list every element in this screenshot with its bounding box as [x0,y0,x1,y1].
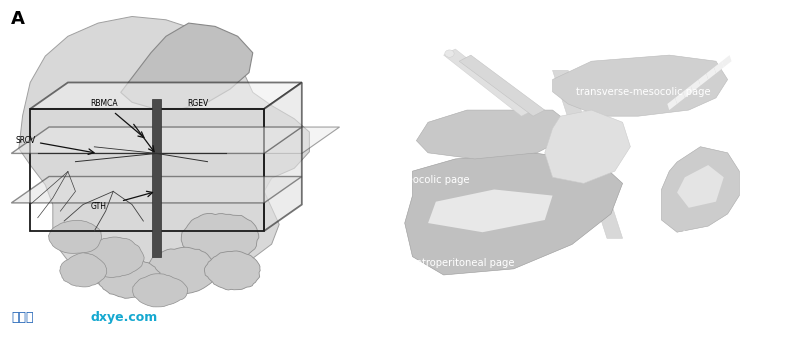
Polygon shape [691,80,700,92]
Polygon shape [11,177,302,203]
Text: B: B [409,34,422,52]
Polygon shape [417,110,568,159]
Polygon shape [60,253,107,287]
Polygon shape [428,190,553,232]
Polygon shape [133,274,188,307]
Polygon shape [405,153,623,275]
Polygon shape [667,98,677,110]
Text: retroperitoneal page: retroperitoneal page [413,258,515,268]
Text: ileocolic page: ileocolic page [401,175,469,185]
Text: RBMCA: RBMCA [90,99,118,108]
Polygon shape [675,92,685,104]
Text: GTH: GTH [90,202,107,211]
Polygon shape [677,165,724,208]
Text: SRCV: SRCV [15,136,35,145]
Polygon shape [707,67,716,80]
Polygon shape [19,16,310,290]
Text: 丁香叶: 丁香叶 [11,311,34,324]
Polygon shape [83,237,144,277]
Circle shape [445,50,454,57]
Polygon shape [204,251,260,290]
Polygon shape [30,82,302,109]
Polygon shape [264,127,340,153]
Text: A: A [11,10,25,28]
Text: transverse-mesocolic page: transverse-mesocolic page [576,87,711,97]
Polygon shape [553,55,728,116]
Polygon shape [662,147,740,232]
Polygon shape [152,99,160,257]
Text: RGEV: RGEV [187,99,208,108]
Polygon shape [264,82,302,231]
Polygon shape [722,55,732,67]
Polygon shape [182,213,259,263]
Polygon shape [714,61,724,73]
Polygon shape [699,73,708,86]
Polygon shape [121,23,253,109]
Polygon shape [443,49,533,116]
Polygon shape [545,110,630,183]
Polygon shape [459,55,545,116]
Text: dxye.com: dxye.com [90,311,158,324]
Polygon shape [97,257,160,298]
Polygon shape [683,86,692,98]
Polygon shape [11,127,302,153]
Polygon shape [146,247,215,294]
Text: mesogastric page: mesogastric page [638,230,727,240]
Polygon shape [49,220,101,253]
Polygon shape [553,71,623,238]
